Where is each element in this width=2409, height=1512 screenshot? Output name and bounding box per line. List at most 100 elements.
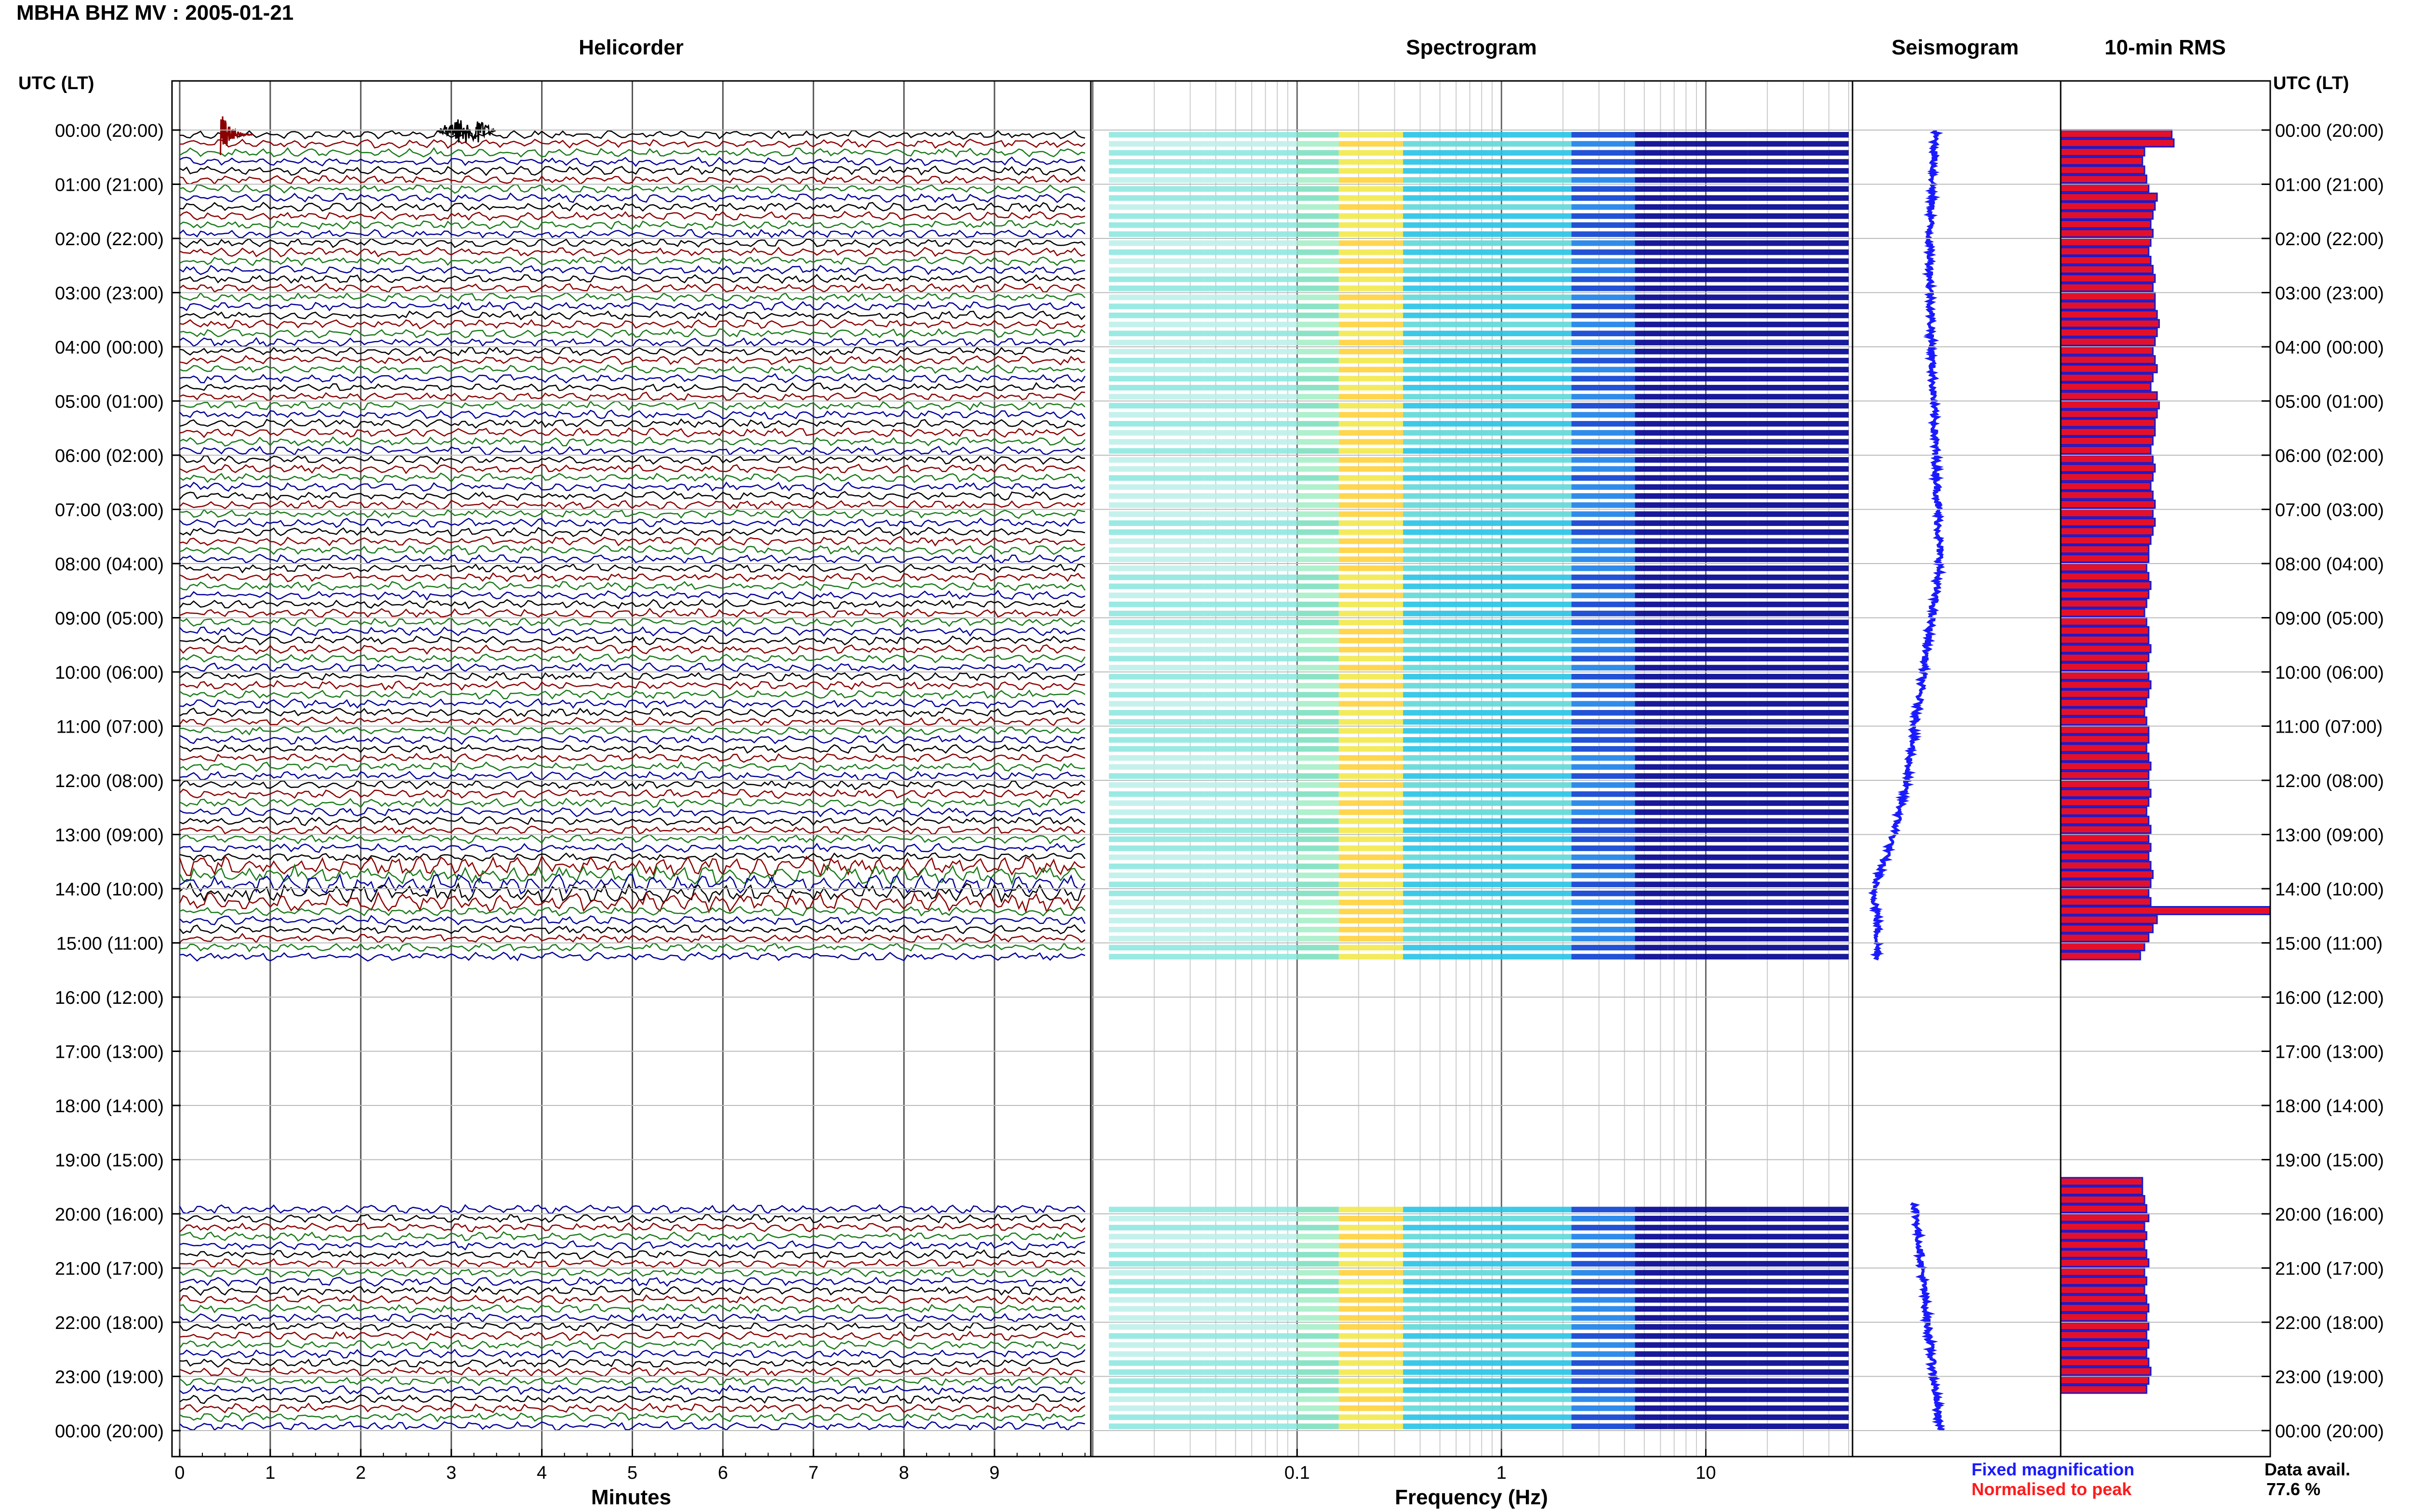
- spectrogram-cell: [1668, 448, 1706, 454]
- spectrogram-cell: [1252, 646, 1297, 653]
- spectrogram-cell: [1358, 891, 1382, 896]
- rms-bar: [2060, 725, 2150, 735]
- spectrogram-cell: [1747, 1252, 1787, 1258]
- spectrogram-cell: [1537, 1423, 1572, 1429]
- spectrogram-cell: [1204, 1224, 1252, 1231]
- spectrogram-cell: [1382, 502, 1403, 508]
- spectrogram-cell: [1668, 602, 1706, 607]
- spectrogram-cell: [1537, 195, 1572, 201]
- spectrogram-cell: [1456, 222, 1482, 228]
- spectrogram-cell: [1403, 583, 1431, 590]
- time-label-right: 14:00 (10:00): [2275, 880, 2384, 900]
- spectrogram-cell: [1787, 1234, 1829, 1240]
- spectrogram-cell: [1154, 782, 1204, 788]
- spectrogram-cell: [1482, 1333, 1510, 1339]
- spectrogram-cell: [1747, 330, 1787, 337]
- spectrogram-cell: [1571, 800, 1599, 806]
- spectrogram-cell: [1668, 313, 1706, 318]
- spectrogram-cell: [1154, 1351, 1204, 1357]
- spectrogram-cell: [1382, 764, 1403, 770]
- spectrogram-cell: [1787, 439, 1829, 445]
- spectrogram-cell: [1403, 791, 1431, 797]
- spectrogram-cell: [1828, 159, 1849, 165]
- spectrogram-cell: [1787, 800, 1829, 806]
- spectrogram-cell: [1828, 1360, 1849, 1366]
- spectrogram-cell: [1297, 629, 1321, 634]
- spectrogram-cell: [1456, 385, 1482, 391]
- spectrogram-cell: [1382, 403, 1403, 409]
- spectrogram-cell: [1320, 719, 1339, 725]
- spectrogram-cell: [1509, 683, 1537, 689]
- spectrogram-cell: [1537, 457, 1572, 463]
- spectrogram-cell: [1537, 891, 1572, 896]
- spectrogram-cell: [1154, 394, 1204, 400]
- spectrogram-cell: [1109, 1224, 1154, 1231]
- spectrogram-cell: [1358, 1414, 1382, 1420]
- spectrogram-cell: [1456, 466, 1482, 472]
- spectrogram-cell: [1456, 583, 1482, 590]
- spectrogram-cell: [1599, 1387, 1635, 1393]
- spectrogram-cell: [1668, 764, 1706, 770]
- spectrogram-cell: [1828, 583, 1849, 590]
- spectrogram-cell: [1787, 177, 1829, 183]
- spectrogram-cell: [1456, 1405, 1482, 1411]
- data-avail-label: Data avail.: [2264, 1459, 2351, 1479]
- spectrogram-cell: [1382, 177, 1403, 183]
- spectrogram-cell: [1599, 1234, 1635, 1240]
- helicorder-trace: [179, 1231, 1085, 1242]
- spectrogram-cell: [1747, 475, 1787, 481]
- spectrogram-cell: [1747, 1243, 1787, 1249]
- spectrogram-cell: [1252, 1333, 1297, 1339]
- spectrogram-cell: [1787, 619, 1829, 626]
- spectrogram-cell: [1747, 945, 1787, 951]
- spectrogram-cell: [1430, 945, 1456, 951]
- spectrogram-cell: [1109, 710, 1154, 716]
- spectrogram-cell: [1109, 321, 1154, 328]
- helicorder-trace: [179, 553, 1085, 565]
- time-label-left: 03:00 (23:00): [55, 284, 164, 304]
- spectrogram-cell: [1204, 1333, 1252, 1339]
- rms-bar: [2060, 662, 2147, 671]
- spectrogram-cell: [1154, 430, 1204, 436]
- time-label-right: 18:00 (14:00): [2275, 1096, 2384, 1117]
- spectrogram-cell: [1747, 421, 1787, 427]
- spectrogram-cell: [1456, 918, 1482, 923]
- helicorder-trace: [179, 1420, 1085, 1432]
- spectrogram-cell: [1204, 340, 1252, 345]
- spectrogram-cell: [1537, 511, 1572, 517]
- helicorder-trace: [179, 725, 1085, 736]
- spectrogram-cell: [1109, 357, 1154, 364]
- spectrogram-cell: [1787, 855, 1829, 860]
- spectrogram-cell: [1403, 376, 1431, 381]
- spectrogram-cell: [1252, 665, 1297, 671]
- spectrogram-cell: [1571, 1369, 1599, 1375]
- spectrogram-cell: [1320, 899, 1339, 906]
- spectrogram-cell: [1320, 773, 1339, 779]
- spectrogram-cell: [1787, 782, 1829, 788]
- helicorder-trace: [179, 1258, 1085, 1269]
- rms-bar: [2060, 526, 2154, 536]
- spectrogram-cell: [1599, 1207, 1635, 1212]
- spectrogram-cell: [1109, 258, 1154, 264]
- spectrogram-cell: [1456, 764, 1482, 770]
- time-label-right: 23:00 (19:00): [2275, 1367, 2384, 1388]
- helicorder-trace: [179, 882, 1085, 905]
- spectrogram-cell: [1787, 394, 1829, 400]
- rms-bar: [2060, 454, 2154, 464]
- spectrogram-cell: [1509, 385, 1537, 391]
- spectrogram-cell: [1403, 204, 1431, 210]
- spectrogram-cell: [1109, 294, 1154, 301]
- spectrogram-cell: [1537, 872, 1572, 879]
- rms-bar: [2060, 644, 2152, 654]
- spectrogram-cell: [1358, 1333, 1382, 1339]
- spectrogram-cell: [1747, 1224, 1787, 1231]
- spectrogram-cell: [1571, 935, 1599, 942]
- spectrogram-cell: [1338, 719, 1359, 725]
- rms-bar: [2060, 1348, 2147, 1358]
- spectrogram-cell: [1154, 1342, 1204, 1348]
- spectrogram-cell: [1297, 855, 1321, 860]
- spectrogram-cell: [1599, 927, 1635, 933]
- minute-tick-label: 0: [174, 1463, 185, 1483]
- spectrogram-cell: [1456, 1207, 1482, 1212]
- spectrogram-cell: [1537, 592, 1572, 598]
